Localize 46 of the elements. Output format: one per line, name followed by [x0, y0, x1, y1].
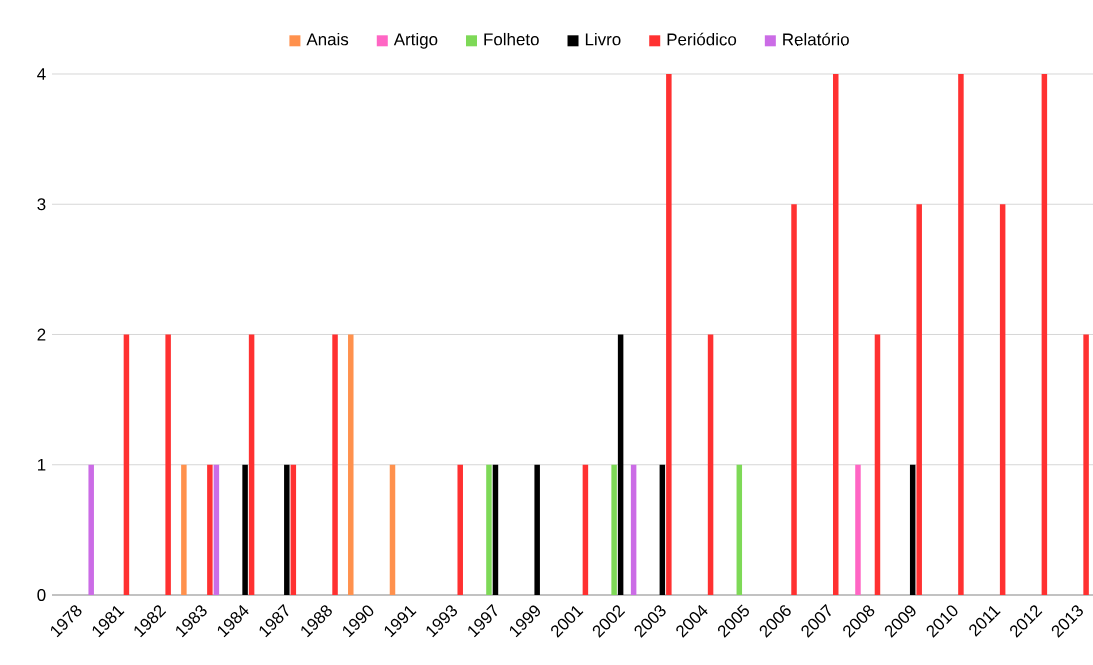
- legend-label: Folheto: [484, 32, 539, 46]
- y-tick-label: 0: [37, 589, 46, 601]
- y-tick-label: 1: [38, 458, 46, 471]
- bar: [389, 464, 396, 595]
- bar: [1083, 334, 1089, 595]
- bar: [659, 464, 666, 595]
- bar: [88, 464, 94, 595]
- bar: [736, 464, 743, 595]
- bar: [457, 464, 463, 595]
- legend-label: Periódico: [667, 32, 737, 46]
- bar: [611, 464, 617, 595]
- bar: [1041, 74, 1048, 595]
- bar: [916, 204, 922, 595]
- bar: [332, 334, 338, 595]
- bar: [833, 74, 839, 595]
- bar: [707, 334, 714, 595]
- bar: [630, 464, 637, 595]
- bar: [181, 464, 187, 595]
- bar: [534, 464, 540, 595]
- bar: [582, 464, 589, 595]
- bar: [207, 464, 213, 595]
- bar: [165, 334, 171, 595]
- legend-label: Relatório: [783, 32, 849, 46]
- bar: [791, 204, 797, 595]
- bar: [284, 464, 290, 595]
- bar: [909, 464, 916, 595]
- bar: [855, 464, 861, 595]
- bar: [486, 464, 492, 595]
- legend-label: Livro: [585, 32, 621, 46]
- bar: [213, 464, 220, 595]
- legend-label: Artigo: [393, 32, 438, 49]
- y-tick-label: 4: [37, 68, 46, 80]
- y-tick-label: 2: [37, 328, 46, 341]
- bar: [248, 334, 255, 595]
- legend-label: Anais: [306, 32, 349, 46]
- bar: [348, 334, 354, 595]
- bar: [999, 204, 1006, 595]
- bar: [123, 334, 130, 595]
- bar: [958, 74, 964, 595]
- bar: [290, 464, 297, 595]
- bar: [242, 464, 248, 595]
- bar: [617, 334, 624, 595]
- bar: [492, 464, 499, 595]
- bar: [874, 334, 881, 595]
- y-tick-label: 3: [37, 198, 46, 211]
- bar: [666, 74, 672, 595]
